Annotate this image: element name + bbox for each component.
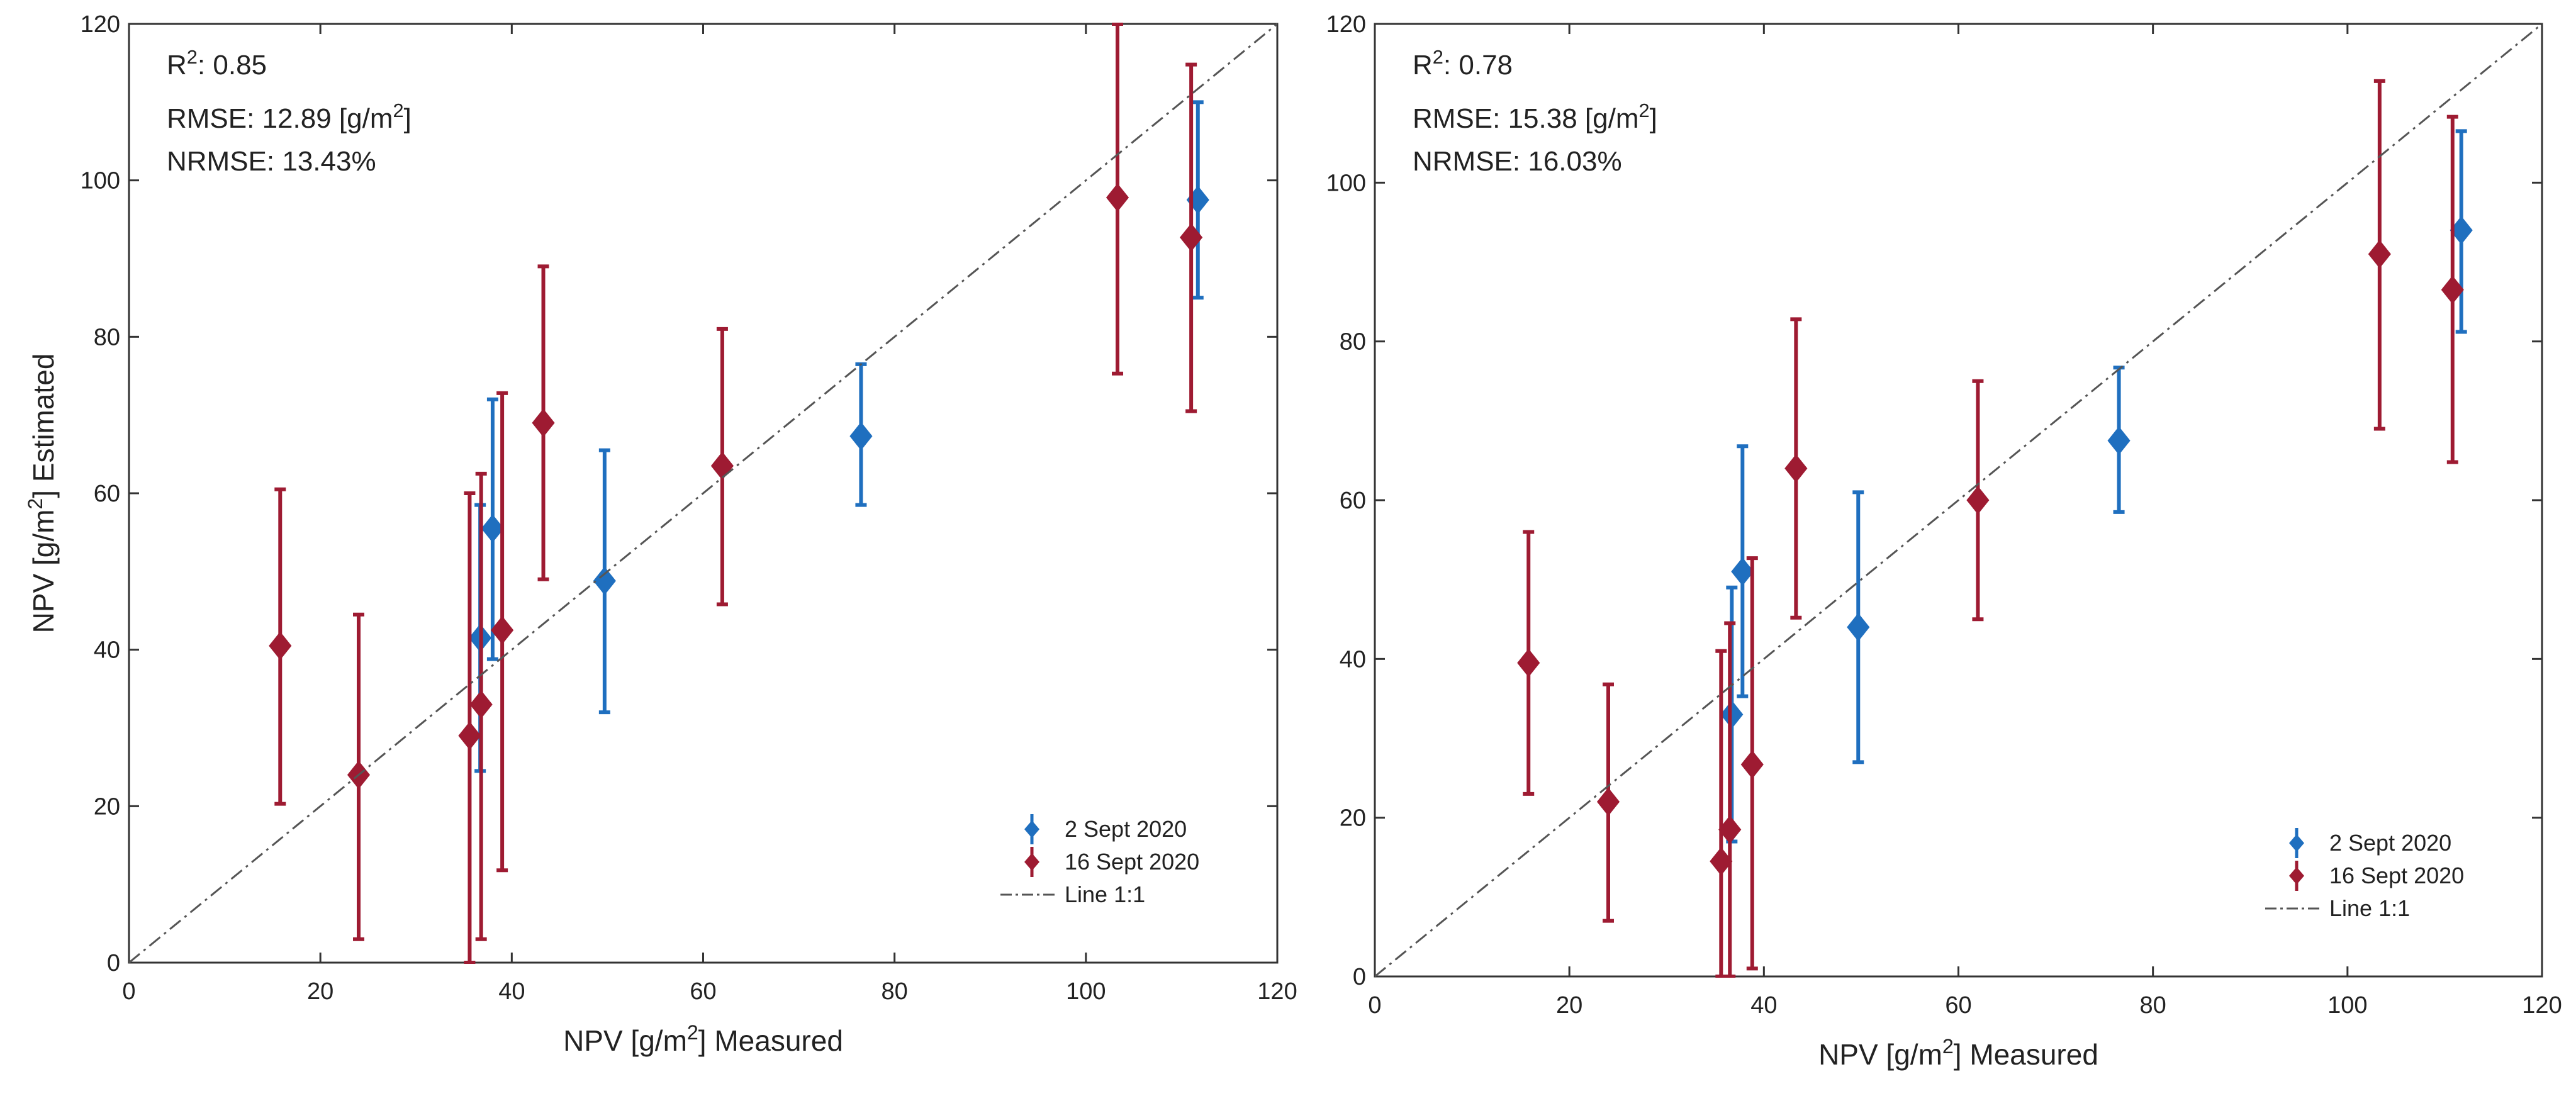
y-tick-label: 0 — [1353, 964, 1366, 990]
data-point-diamond — [1517, 649, 1540, 678]
y-tick-label: 20 — [94, 793, 120, 820]
y-axis-title: NPV [g/m2] Estimated — [24, 354, 60, 634]
x-tick-label: 40 — [498, 978, 525, 1005]
y-tick-label: 120 — [1326, 11, 1366, 38]
y-tick-label: 20 — [1340, 805, 1366, 832]
data-point-diamond — [1731, 557, 1754, 586]
y-tick-label: 60 — [1340, 488, 1366, 514]
data-point-diamond — [593, 566, 616, 595]
x-tick-label: 0 — [122, 978, 135, 1005]
y-tick-label: 80 — [94, 324, 120, 350]
plot-data-layer — [129, 23, 1277, 964]
r-squared-label: R2: 0.85 — [167, 46, 267, 81]
data-point-diamond — [1106, 183, 1129, 212]
data-point-diamond — [1718, 815, 1742, 844]
data-point-diamond — [458, 721, 481, 751]
data-point-diamond — [1180, 223, 1203, 252]
chart-panel-left: 0 20 40 60 80 100 120 0 20 40 60 80 100 120 NPV [g/m2]… — [24, 11, 1297, 1057]
x-axis-title: NPV [g/m2] Measured — [563, 1021, 843, 1057]
x-tick-label: 40 — [1750, 992, 1777, 1019]
x-tick-label: 20 — [307, 978, 333, 1005]
x-tick-label: 80 — [2140, 992, 2166, 1019]
legend-label: 16 Sept 2020 — [2329, 863, 2464, 888]
x-tick-label: 120 — [1257, 978, 1297, 1005]
x-tick-label: 60 — [1945, 992, 1971, 1019]
data-point-diamond — [1596, 787, 1620, 817]
nrmse-label: NRMSE: 13.43% — [167, 146, 376, 177]
y-tick-label: 40 — [1340, 646, 1366, 673]
x-tick-label: 120 — [2522, 992, 2562, 1019]
y-tick-label: 100 — [81, 168, 120, 194]
x-tick-label: 60 — [690, 978, 716, 1005]
data-point-diamond — [2441, 276, 2464, 305]
y-tick-label: 60 — [94, 481, 120, 507]
y-tick-label: 80 — [1340, 329, 1366, 355]
x-axis-title: NPV [g/m2] Measured — [1818, 1035, 2098, 1071]
rmse-label: RMSE: 12.89 [g/m2] — [167, 99, 412, 135]
data-point-diamond — [2107, 426, 2131, 455]
one-to-one-line — [129, 23, 1277, 964]
data-point-diamond — [1720, 700, 1744, 729]
data-point-diamond — [2368, 240, 2391, 269]
data-point-diamond — [469, 690, 493, 719]
x-tick-label: 20 — [1556, 992, 1582, 1019]
legend-marker — [2289, 867, 2304, 885]
x-tick-label: 0 — [1368, 992, 1381, 1019]
x-tick-label: 80 — [882, 978, 908, 1005]
y-tick-label: 120 — [81, 11, 120, 38]
x-tick-label: 100 — [1066, 978, 1106, 1005]
y-tick-label: 0 — [107, 950, 120, 976]
data-point-diamond — [1847, 613, 1870, 642]
legend-label: 16 Sept 2020 — [1065, 849, 1199, 875]
data-point-diamond — [849, 422, 873, 450]
legend-marker — [2289, 834, 2304, 852]
data-point-diamond — [532, 408, 555, 437]
one-to-one-line — [1375, 23, 2542, 978]
data-point-diamond — [481, 514, 504, 543]
x-tick-label: 100 — [2327, 992, 2367, 1019]
legend-marker — [1024, 853, 1039, 871]
y-tick-label: 100 — [1326, 170, 1366, 196]
y-tick-label: 40 — [94, 637, 120, 664]
data-point-diamond — [269, 631, 292, 661]
data-point-diamond — [1784, 454, 1808, 483]
r-squared-label: R2: 0.78 — [1413, 46, 1513, 81]
nrmse-label: NRMSE: 16.03% — [1413, 146, 1622, 177]
legend-marker — [1024, 820, 1039, 838]
legend-label: Line 1:1 — [1065, 881, 1145, 907]
legend-label: Line 1:1 — [2329, 895, 2410, 921]
legend-label: 2 Sept 2020 — [1065, 816, 1187, 842]
data-point-diamond — [491, 615, 514, 645]
rmse-label: RMSE: 15.38 [g/m2] — [1413, 99, 1657, 135]
legend-label: 2 Sept 2020 — [2329, 830, 2451, 856]
plot-data-layer — [1375, 23, 2542, 978]
data-point-diamond — [1966, 486, 1990, 515]
data-point-diamond — [1740, 750, 1764, 779]
chart-panel-right: 0 20 40 60 80 100 120 0 20 40 60 80 100 120 NPV [g/m2]… — [1326, 11, 2562, 1071]
